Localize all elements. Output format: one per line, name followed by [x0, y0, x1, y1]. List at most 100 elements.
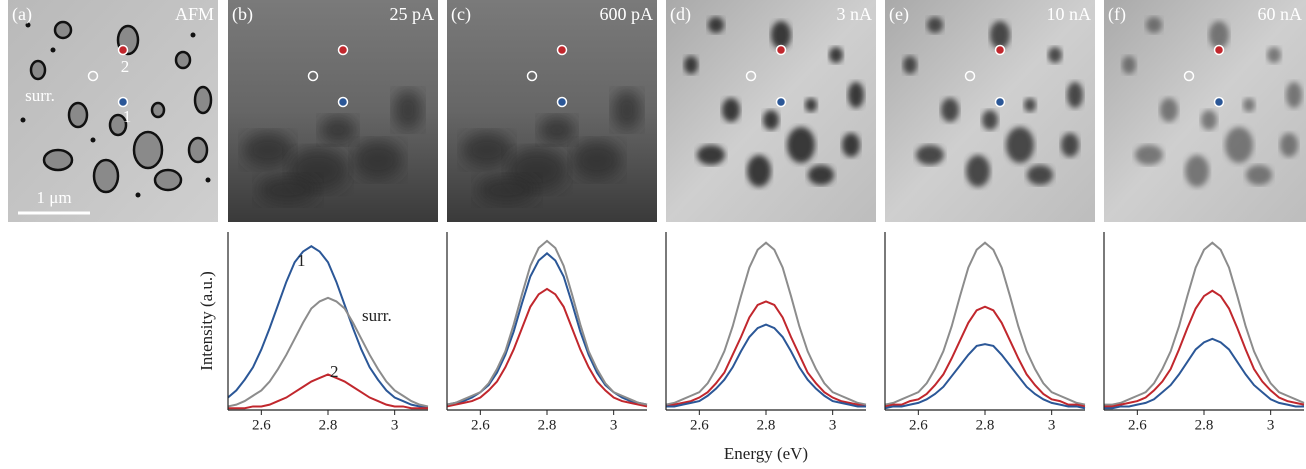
image-panel: (d) 3 nA	[666, 0, 876, 222]
grain	[174, 50, 192, 70]
dark-grain	[708, 17, 724, 33]
dark-grain	[684, 56, 698, 74]
dark-grain	[1267, 47, 1281, 63]
dark-grain	[829, 47, 843, 63]
panel-title: 10 nA	[1047, 4, 1092, 24]
marker	[745, 70, 757, 82]
grain	[150, 101, 166, 119]
dark-region	[353, 140, 403, 180]
dark-grain	[771, 21, 791, 49]
x-tick-label: 2.8	[757, 417, 776, 433]
dot	[190, 32, 196, 38]
dark-grain	[990, 21, 1010, 49]
spectrum-line	[446, 252, 648, 406]
dark-region	[243, 132, 293, 168]
dark-grain	[1209, 21, 1229, 49]
spectrum-line	[446, 239, 648, 406]
dark-grain	[966, 155, 990, 187]
image-annotation: 2	[121, 57, 130, 76]
dark-grain	[916, 145, 944, 165]
marker	[526, 70, 538, 82]
dark-grain	[842, 133, 860, 157]
x-tick-label: 3	[610, 417, 618, 433]
image-panel: (b) 25 pA	[228, 0, 438, 222]
panel-label: (f)	[1108, 4, 1126, 25]
image-panel: (e) 10 nA	[885, 0, 1095, 222]
dark-grain	[1146, 17, 1162, 33]
dark-grain	[1061, 133, 1079, 157]
marker	[775, 96, 787, 108]
plot: 2.6 2.8 3	[1103, 232, 1305, 433]
image-content	[666, 0, 876, 222]
grain	[132, 130, 164, 170]
marker	[87, 70, 99, 82]
x-tick-label: 2.6	[1128, 417, 1147, 433]
marker	[556, 96, 568, 108]
dark-grain	[927, 17, 943, 33]
dark-grain	[722, 98, 740, 122]
grain	[42, 148, 74, 172]
dark-grain	[1246, 165, 1272, 185]
panel-label: (b)	[232, 4, 253, 25]
scale-bar-label: 1 μm	[36, 188, 71, 207]
dark-grain	[941, 98, 959, 122]
dark-grain	[787, 127, 815, 163]
marker	[994, 44, 1006, 56]
spectrum-line	[665, 241, 867, 406]
dark-grain	[1027, 165, 1053, 185]
spectrum-line	[1104, 241, 1305, 406]
spectrum-line	[666, 323, 866, 408]
x-tick-label: 2.8	[538, 417, 557, 433]
grain	[193, 85, 213, 115]
marker	[1213, 44, 1225, 56]
dot	[90, 137, 96, 143]
spectrum-line	[1104, 337, 1304, 410]
image-content	[447, 0, 657, 222]
x-tick-label: 2.8	[319, 417, 338, 433]
dark-grain	[903, 56, 917, 74]
plot: 2.6 2.8 3	[884, 232, 1086, 433]
grain	[67, 101, 89, 129]
x-tick-label: 3	[1267, 417, 1275, 433]
grain	[153, 168, 183, 192]
plot: 2.6 2.8 3 Energy (eV)	[665, 232, 867, 463]
image-background	[1104, 0, 1306, 222]
spectrum-line	[227, 296, 429, 408]
image-content	[1104, 0, 1306, 222]
panel-label: (e)	[889, 4, 909, 25]
y-axis-label: Intensity (a.u.)	[197, 271, 216, 371]
x-tick-label: 2.8	[1195, 417, 1214, 433]
panel-title: 60 nA	[1258, 4, 1303, 24]
image-panel: (c) 600 pA	[447, 0, 657, 222]
x-tick-label: 2.6	[690, 417, 709, 433]
image-annotation: 1	[123, 107, 132, 126]
dark-grain	[1160, 98, 1178, 122]
marker	[337, 96, 349, 108]
x-tick-label: 3	[1048, 417, 1056, 433]
marker	[307, 70, 319, 82]
image-content	[228, 0, 438, 222]
marker	[117, 44, 129, 56]
panel-label: (c)	[451, 4, 471, 25]
dark-grain	[1280, 133, 1298, 157]
marker	[1213, 96, 1225, 108]
spectrum-line	[446, 287, 648, 408]
dark-region	[393, 90, 423, 130]
x-tick-label: 2.8	[976, 417, 995, 433]
dot	[135, 192, 141, 198]
dot	[205, 177, 211, 183]
dark-grain	[808, 165, 834, 185]
marker	[994, 96, 1006, 108]
dark-grain	[1243, 98, 1255, 112]
dark-grain	[697, 145, 725, 165]
panel-label: (a)	[12, 4, 32, 25]
dark-grain	[1185, 155, 1209, 187]
dark-region	[462, 132, 512, 168]
panel-title: AFM	[175, 4, 214, 24]
dark-grain	[1286, 82, 1302, 108]
dark-grain	[747, 155, 771, 187]
dot	[25, 22, 31, 28]
marker	[964, 70, 976, 82]
grain	[29, 59, 47, 81]
spectrum-line	[227, 245, 428, 408]
